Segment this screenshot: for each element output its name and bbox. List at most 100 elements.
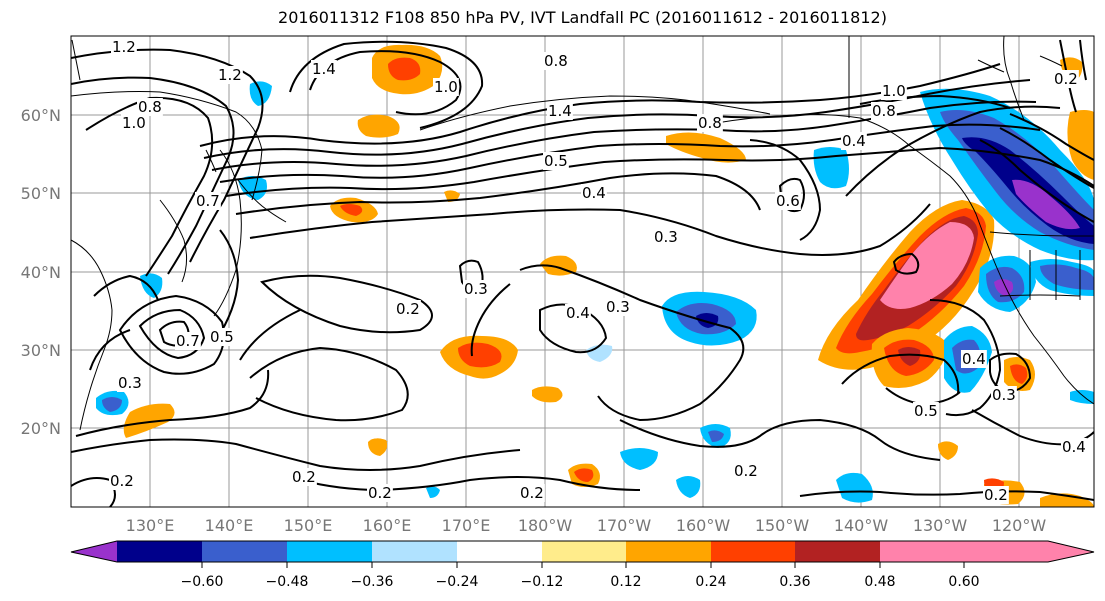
contour-label: 0.7: [176, 332, 200, 350]
colorbar-segment: [626, 541, 711, 562]
lon-label: 160°E: [363, 516, 412, 535]
contour-label-background: [565, 304, 591, 322]
contour-label-background: [543, 52, 569, 70]
contour-label-background: [881, 82, 907, 100]
colorbar-extend-min: [71, 541, 117, 562]
contour-label: 0.3: [606, 298, 630, 316]
lat-label: 50°N: [21, 184, 61, 203]
shaded-anomalies: [96, 44, 1094, 507]
contour-label: 0.2: [984, 486, 1008, 504]
contour-label-background: [217, 66, 243, 84]
contour-label-background: [913, 402, 939, 420]
colorbar-tick-label: 0.36: [779, 574, 810, 590]
contour-label-background: [395, 300, 421, 318]
contour-label-background: [291, 468, 317, 486]
contour-label: 0.5: [914, 402, 938, 420]
contour-label: 0.4: [566, 304, 590, 322]
colorbar-segment: [287, 541, 372, 562]
colorbar-tick-label: 0.12: [610, 574, 641, 590]
contour-label-background: [111, 38, 137, 56]
colorbar-segment: [711, 541, 795, 562]
colorbar-segment: [117, 541, 202, 562]
contour-label-background: [109, 472, 135, 490]
contour-label-background: [983, 486, 1009, 504]
contour-label-background: [209, 328, 235, 346]
contour-label: 0.8: [544, 52, 568, 70]
contour-label: 0.3: [654, 228, 678, 246]
lon-label: 150°W: [755, 516, 810, 535]
colorbar-segment: [372, 541, 457, 562]
contour-label: 1.2: [218, 66, 242, 84]
lat-label: 20°N: [21, 419, 61, 438]
lon-label: 130°W: [913, 516, 968, 535]
colorbar: −0.60 −0.48 −0.36 −0.24 −0.12 0.12 0.24 …: [70, 540, 1095, 590]
contour-label: 0.8: [698, 114, 722, 132]
contour-label: 1.0: [122, 114, 146, 132]
contour-label-background: [775, 192, 801, 210]
contour-label: 0.2: [292, 468, 316, 486]
colorbar-segment: [880, 541, 964, 562]
contour-label-background: [733, 462, 759, 480]
lon-label: 180°W: [518, 516, 573, 535]
contour-label-background: [175, 332, 201, 350]
colorbar-tick-label: −0.12: [521, 574, 564, 590]
lon-label: 120°W: [992, 516, 1047, 535]
contour-label: 0.3: [118, 374, 142, 392]
colorbar-segment: [457, 541, 542, 562]
contour-label-background: [543, 152, 569, 170]
contour-label-background: [121, 114, 147, 132]
contour-label-background: [841, 132, 867, 150]
colorbar-tick-label: −0.36: [351, 574, 394, 590]
contour-label: 1.0: [882, 82, 906, 100]
contour-label: 0.7: [196, 192, 220, 210]
contour-label-background: [117, 374, 143, 392]
colorbar-tick-label: 0.24: [695, 574, 726, 590]
lat-label: 40°N: [21, 263, 61, 282]
colorbar-segment: [795, 541, 880, 562]
contour-label: 0.3: [992, 386, 1016, 404]
contour-label: 0.8: [872, 102, 896, 120]
colorbar-tick-label: −0.24: [436, 574, 479, 590]
contour-label-background: [581, 184, 607, 202]
contour-label-background: [697, 114, 723, 132]
contour-label: 0.6: [776, 192, 800, 210]
colorbar-extend-max: [964, 541, 1094, 562]
contour-label: 0.4: [582, 184, 606, 202]
colorbar-tick-label: 0.60: [948, 574, 979, 590]
contour-label: 0.2: [396, 300, 420, 318]
contour-label: 0.2: [110, 472, 134, 490]
contour-label: 0.2: [734, 462, 758, 480]
pv-contours: [71, 39, 1094, 507]
colorbar-tick-label: 0.48: [864, 574, 895, 590]
contour-labels: 1.2 1.2 1.4 1.0 0.8 1.0 0.8 0.8 1.4 1.0 …: [109, 38, 1087, 504]
contour-label-background: [311, 60, 337, 78]
contour-label-background: [605, 298, 631, 316]
contour-label-background: [961, 350, 987, 368]
contour-label-background: [463, 280, 489, 298]
colorbar-tick-label: −0.48: [266, 574, 309, 590]
contour-label-background: [195, 192, 221, 210]
contour-label: 0.3: [464, 280, 488, 298]
contour-label: 0.2: [520, 484, 544, 502]
contour-label: 0.5: [544, 152, 568, 170]
latitude-labels: 60°N 50°N 40°N 30°N 20°N: [21, 106, 61, 438]
contour-label: 0.5: [210, 328, 234, 346]
contour-label: 1.4: [312, 60, 336, 78]
colorbar-segment: [202, 541, 287, 562]
contour-label: 0.4: [962, 350, 986, 368]
lon-label: 130°E: [126, 516, 175, 535]
contour-label: 1.4: [548, 102, 572, 120]
lon-label: 140°W: [834, 516, 889, 535]
contour-label-background: [137, 98, 163, 116]
plot-frame: [70, 35, 1095, 508]
lat-label: 60°N: [21, 106, 61, 125]
contour-label: 1.2: [112, 38, 136, 56]
lon-label: 160°W: [676, 516, 731, 535]
contour-label-background: [433, 78, 459, 96]
coastlines: [71, 36, 1094, 431]
lon-label: 170°E: [442, 516, 491, 535]
contour-label: 0.8: [138, 98, 162, 116]
contour-label-background: [547, 102, 573, 120]
contour-label: 0.4: [842, 132, 866, 150]
